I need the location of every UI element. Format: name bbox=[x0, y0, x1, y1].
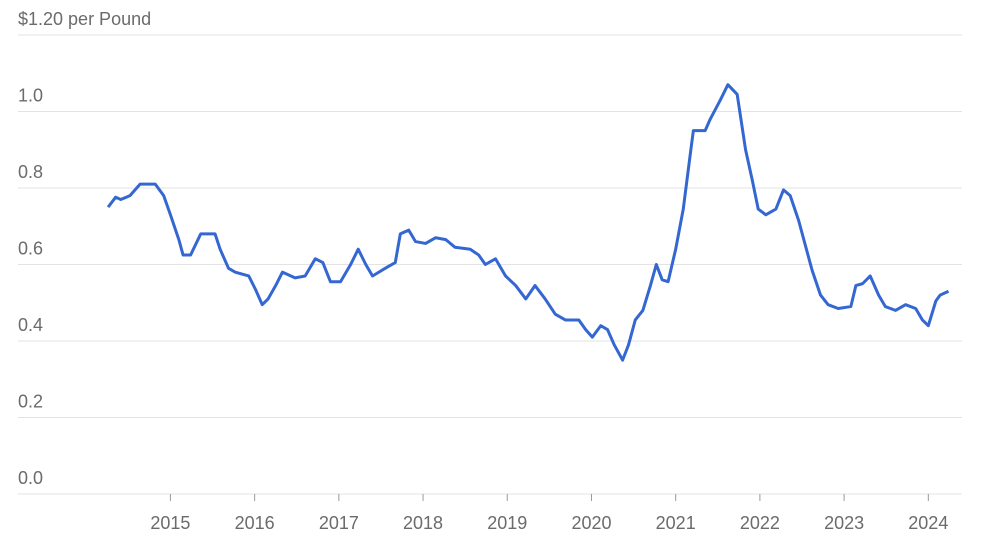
y-tick-label: 0.8 bbox=[18, 162, 43, 182]
x-tick-label: 2023 bbox=[824, 513, 864, 533]
y-tick-label: 1.0 bbox=[18, 85, 43, 105]
y-tick-label: 0.2 bbox=[18, 391, 43, 411]
y-tick-label: $1.20 per Pound bbox=[18, 9, 151, 29]
y-tick-label: 0.6 bbox=[18, 238, 43, 258]
x-tick-label: 2018 bbox=[403, 513, 443, 533]
x-tick-label: 2020 bbox=[571, 513, 611, 533]
y-tick-label: 0.4 bbox=[18, 315, 43, 335]
x-tick-label: 2015 bbox=[150, 513, 190, 533]
data-line bbox=[106, 83, 950, 362]
x-tick-label: 2016 bbox=[235, 513, 275, 533]
x-tick-label: 2024 bbox=[908, 513, 948, 533]
x-tick-label: 2017 bbox=[319, 513, 359, 533]
x-tick-label: 2019 bbox=[487, 513, 527, 533]
x-tick-label: 2022 bbox=[740, 513, 780, 533]
x-tick-label: 2021 bbox=[656, 513, 696, 533]
y-tick-label: 0.0 bbox=[18, 468, 43, 488]
